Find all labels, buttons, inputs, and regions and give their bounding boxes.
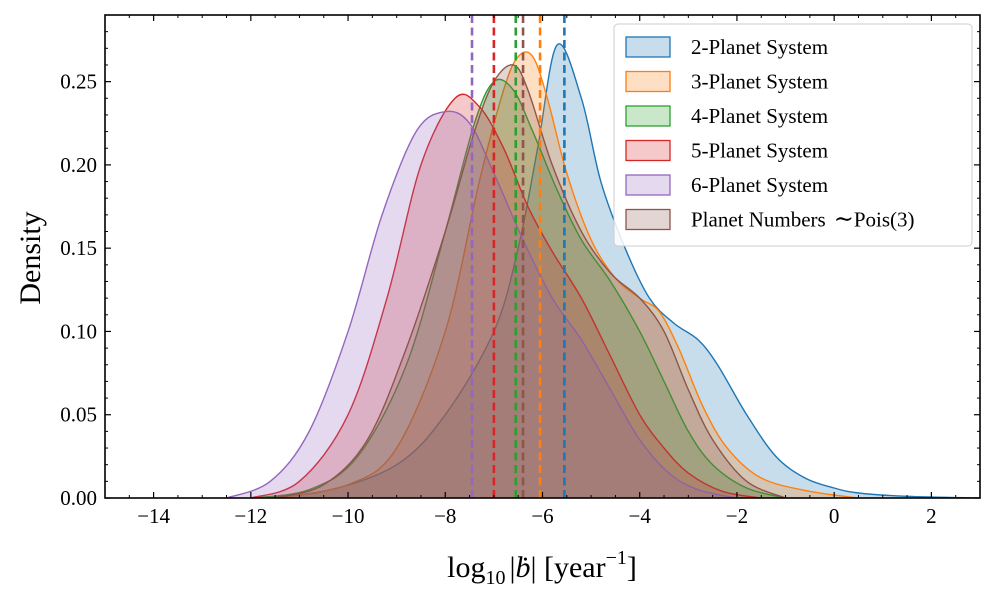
y-tick-label: 0.20 xyxy=(60,153,97,177)
legend-item-series-2[interactable]: 3-Planet System xyxy=(625,70,828,94)
x-axis-label-bar-open: | xyxy=(509,551,515,584)
y-tick-label: 0.05 xyxy=(60,403,97,427)
x-axis-label-sup: −1 xyxy=(606,547,627,569)
x-axis-label-close: ] xyxy=(627,551,637,584)
legend-box xyxy=(613,23,973,247)
density-fill-layer xyxy=(226,43,980,498)
legend-item-series-6[interactable]: Planet Numbers ∼Pois(3) xyxy=(625,207,915,233)
legend-item-series-4[interactable]: 5-Planet System xyxy=(625,139,828,163)
x-tick-label: −8 xyxy=(434,504,456,528)
y-tick-label: 0.00 xyxy=(60,486,97,510)
y-axis-label: Density xyxy=(14,211,47,304)
legend-swatch xyxy=(625,36,671,58)
legend-label: 2-Planet System xyxy=(691,35,828,59)
y-tick-label: 0.15 xyxy=(60,236,97,260)
density-line-series-3 xyxy=(250,78,786,498)
density-area-series-3 xyxy=(250,79,786,498)
density-area-series-5 xyxy=(226,111,737,498)
x-tick-label: −2 xyxy=(726,504,748,528)
x-axis-label-sub: 10 xyxy=(485,567,505,589)
legend-swatch xyxy=(625,174,671,196)
legend-item-series-3[interactable]: 4-Planet System xyxy=(625,104,828,128)
legend-label: 5-Planet System xyxy=(691,139,828,163)
legend-label: 4-Planet System xyxy=(691,104,828,128)
legend-swatch xyxy=(625,208,671,231)
mean-line-layer xyxy=(470,15,566,498)
x-tick-label: −6 xyxy=(531,504,553,528)
legend-label: 6-Planet System xyxy=(691,173,828,197)
legend-item-series-1[interactable]: 2-Planet System xyxy=(625,35,828,59)
density-area-series-4 xyxy=(250,94,762,498)
density-line-series-6 xyxy=(274,64,786,498)
y-tick-label: 0.10 xyxy=(60,319,97,343)
legend-swatch xyxy=(625,105,671,127)
legend-label: 3-Planet System xyxy=(691,70,828,94)
x-tick-label: 0 xyxy=(829,504,840,528)
legend-swatch xyxy=(625,70,671,93)
tick-layer: −14 −12 −10 −8 −6 −4 −2 0 2 0.00 0.05 0.10 0.15 0.20 0… xyxy=(60,15,981,528)
plot-frame xyxy=(104,14,981,499)
density-line-series-5 xyxy=(226,110,738,498)
x-tick-label: −4 xyxy=(629,504,652,528)
x-tick-label: −12 xyxy=(234,504,267,528)
legend-swatch xyxy=(625,139,671,162)
legend[interactable]: 2-Planet System 3-Planet System 4-Planet S… xyxy=(613,23,973,247)
x-axis-label-unit: [year xyxy=(536,551,605,584)
x-axis-label-bar-close: | xyxy=(530,551,536,584)
density-areas xyxy=(226,43,980,498)
y-tick-label: 0.25 xyxy=(60,70,97,94)
x-axis-label-log: log xyxy=(447,551,485,584)
x-axis-label: log10 |ḃ| [year−1] xyxy=(447,547,637,589)
density-area-series-1 xyxy=(250,43,980,498)
legend-item-series-5[interactable]: 6-Planet System xyxy=(625,173,828,197)
density-line-series-4 xyxy=(250,93,762,498)
density-area-series-6 xyxy=(275,64,786,498)
x-tick-label: 2 xyxy=(926,504,937,528)
x-tick-label: −14 xyxy=(137,504,170,528)
x-tick-label: −10 xyxy=(332,504,365,528)
legend-label: Planet Numbers ∼Pois(3) xyxy=(691,207,915,233)
x-axis-label-bdot: ḃ xyxy=(515,551,530,584)
